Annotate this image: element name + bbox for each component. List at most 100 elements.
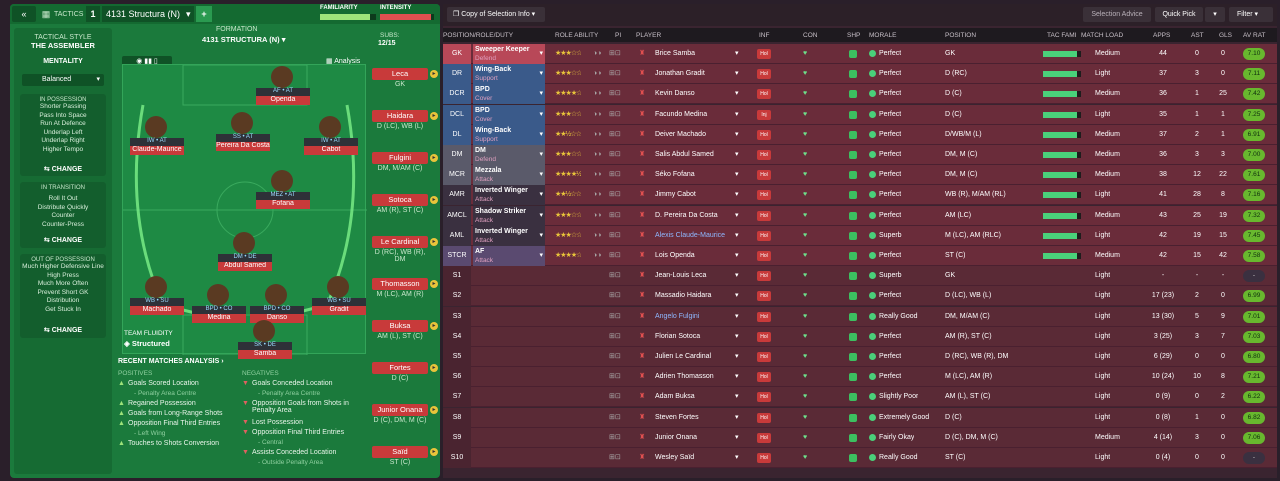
pi-icons[interactable]: ⊞⊡	[609, 353, 621, 360]
table-row[interactable]: DCR BPD Cover ▾ ★★★★☆ ◑◑ ⊞⊡ ♜ Kevin Danso ▾ Hol ♥ Pe…	[443, 84, 1277, 105]
chevron-down-icon[interactable]: ▾	[735, 191, 739, 199]
player-name-cell[interactable]: Brice Samba	[655, 50, 696, 57]
copy-selection-dropdown[interactable]: ❐ Copy of Selection Info ▾	[447, 7, 545, 22]
col-ast[interactable]: AST	[1191, 32, 1204, 39]
chevron-down-icon[interactable]: ▾	[735, 211, 739, 219]
sub-slot[interactable]: Haidara D (LC), WB (L) ▸	[372, 110, 438, 142]
pi-icons[interactable]: ⊞⊡	[609, 393, 621, 401]
table-row[interactable]: DM DM Defend ▾ ★★★☆☆ ◑◑ ⊞⊡ ♜ Salis Abdul Samed ▾ H…	[443, 145, 1277, 165]
sub-slot[interactable]: Junior Onana D (C), DM, M (C) ▸	[372, 404, 438, 436]
col-tac-fami[interactable]: TAC FAMI	[1047, 32, 1077, 39]
sub-arrow-icon[interactable]: ▸	[430, 280, 438, 288]
chevron-down-icon[interactable]: ▾	[735, 312, 739, 320]
role-selector[interactable]: Mezzala Attack ▾	[473, 165, 545, 186]
chevron-down-icon[interactable]: ▾	[735, 90, 739, 98]
player-name-cell[interactable]: Julien Le Cardinal	[655, 353, 712, 360]
col-pi[interactable]: PI	[615, 32, 622, 39]
pi-icons[interactable]: ⊞⊡	[609, 292, 621, 300]
player-name-cell[interactable]: Adrien Thomasson	[655, 373, 714, 381]
col-av-rat[interactable]: AV RAT	[1243, 32, 1266, 39]
sub-arrow-icon[interactable]: ▸	[430, 406, 438, 414]
pi-icons[interactable]: ⊞⊡	[609, 252, 621, 259]
player-name-cell[interactable]: Facundo Medina	[655, 110, 708, 118]
change-in-transition-button[interactable]: ⇆ CHANGE	[43, 237, 83, 244]
pi-icons[interactable]: ⊞⊡	[609, 433, 621, 441]
chevron-down-icon[interactable]: ▾	[735, 272, 739, 280]
chevron-down-icon[interactable]: ▾	[735, 50, 739, 57]
mentality-select[interactable]: Balanced ▾	[22, 74, 104, 86]
pi-icons[interactable]: ⊞⊡	[609, 413, 621, 421]
player-name-cell[interactable]: Steven Fortes	[655, 413, 699, 421]
player-name-cell[interactable]: Alexis Claude-Maurice	[655, 231, 726, 239]
player-name-cell[interactable]: D. Pereira Da Costa	[655, 211, 718, 219]
table-row[interactable]: S4 ⊞⊡ ♜ Florian Sotoca ▾ Hol ♥ Perfect AM (R), S…	[443, 326, 1277, 347]
player-token[interactable]: BPD • CO Danso	[250, 284, 304, 324]
role-selector[interactable]: Inverted Winger Attack ▾	[473, 185, 545, 206]
table-row[interactable]: S8 ⊞⊡ ♜ Steven Fortes ▾ Hol ♥ Extremely Good D (…	[443, 407, 1277, 428]
player-name-cell[interactable]: Lois Openda	[655, 252, 695, 259]
role-selector[interactable]: Inverted Winger Attack ▾	[473, 225, 545, 246]
col-position-role-duty[interactable]: POSITION/ROLE/DUTY	[443, 32, 514, 39]
collapse-button[interactable]: «	[12, 6, 36, 22]
role-selector[interactable]: AF Attack ▾	[473, 246, 545, 266]
chevron-down-icon[interactable]: ▾	[735, 373, 739, 381]
player-token[interactable]: SK • DE Samba	[238, 320, 292, 360]
player-name-cell[interactable]: Séko Fofana	[655, 171, 695, 179]
pi-icons[interactable]: ⊞⊡	[609, 110, 621, 118]
chevron-down-icon[interactable]: ▾	[735, 130, 739, 138]
quick-pick-button[interactable]: Quick Pick	[1155, 7, 1203, 22]
chevron-down-icon[interactable]: ▾	[735, 433, 739, 441]
player-token[interactable]: AF • AT Openda	[256, 66, 310, 106]
tactic-slot[interactable]: 1	[86, 6, 100, 22]
chevron-down-icon[interactable]: ▾	[735, 292, 739, 300]
pi-icons[interactable]: ⊞⊡	[609, 373, 621, 381]
table-row[interactable]: S9 ⊞⊡ ♜ Junior Onana ▾ Hol ♥ Fairly Okay D (C), …	[443, 427, 1277, 448]
col-player[interactable]: PLAYER	[636, 32, 662, 39]
sub-slot[interactable]: Sotoca AM (R), ST (C) ▸	[372, 194, 438, 226]
sub-slot[interactable]: Thomasson M (LC), AM (R) ▸	[372, 278, 438, 310]
add-tactic-button[interactable]: +	[196, 6, 212, 22]
table-row[interactable]: S1 ⊞⊡ ♜ Jean-Louis Leca ▾ Hol ♥ Superb GK Light - -…	[443, 266, 1277, 287]
sub-slot[interactable]: Fortes D (C) ▸	[372, 362, 438, 394]
table-row[interactable]: GK Sweeper Keeper Defend ▾ ★★★☆☆ ◑◑ ⊞⊡ ♜ Brice S…	[443, 44, 1277, 64]
role-selector[interactable]: Wing-Back Support ▾	[473, 124, 545, 145]
table-row[interactable]: S2 ⊞⊡ ♜ Massadio Haidara ▾ Hol ♥ Perfect D (LC),…	[443, 286, 1277, 307]
col-apps[interactable]: APPS	[1153, 32, 1171, 39]
pi-icons[interactable]: ⊞⊡	[609, 454, 621, 461]
quick-pick-dropdown[interactable]: ▾	[1205, 7, 1225, 22]
col-role-ability[interactable]: ROLE ABILITY	[555, 32, 599, 39]
player-name-cell[interactable]: Junior Onana	[655, 433, 698, 441]
player-name-cell[interactable]: Deiver Machado	[655, 130, 706, 138]
pi-icons[interactable]: ⊞⊡	[609, 211, 621, 219]
formation-select[interactable]: 4131 STRUCTURA (N) ▾	[202, 35, 286, 44]
player-token[interactable]: WB • SU Gradit	[312, 276, 366, 316]
recent-title[interactable]: RECENT MATCHES ANALYSIS ›	[118, 358, 224, 365]
sub-arrow-icon[interactable]: ▸	[430, 154, 438, 162]
role-selector[interactable]: BPD Cover ▾	[473, 104, 545, 125]
table-row[interactable]: DL Wing-Back Support ▾ ★★½☆☆ ◑◑ ⊞⊡ ♜ Deiver Mach…	[443, 124, 1277, 145]
sub-arrow-icon[interactable]: ▸	[430, 448, 438, 456]
sub-slot[interactable]: Le Cardinal D (RC), WB (R), DM ▸	[372, 236, 438, 268]
pi-icons[interactable]: ⊞⊡	[609, 50, 621, 57]
pi-icons[interactable]: ⊞⊡	[609, 151, 621, 158]
player-name-cell[interactable]: Jean-Louis Leca	[655, 272, 707, 280]
table-row[interactable]: S5 ⊞⊡ ♜ Julien Le Cardinal ▾ Hol ♥ Perfect D (RC…	[443, 347, 1277, 367]
player-name-cell[interactable]: Jonathan Gradit	[655, 70, 705, 78]
pi-icons[interactable]: ⊞⊡	[609, 171, 621, 179]
pi-icons[interactable]: ⊞⊡	[609, 90, 621, 98]
pi-icons[interactable]: ⊞⊡	[609, 231, 621, 239]
chevron-down-icon[interactable]: ▾	[735, 413, 739, 421]
chevron-down-icon[interactable]: ▾	[735, 332, 739, 340]
player-name-cell[interactable]: Massadio Haidara	[655, 292, 712, 300]
role-selector[interactable]: Shadow Striker Attack ▾	[473, 205, 545, 226]
table-row[interactable]: S3 ⊞⊡ ♜ Angelo Fulgini ▾ Hol ♥ Really Good DM, M…	[443, 306, 1277, 327]
role-selector[interactable]: Wing-Back Support ▾	[473, 64, 545, 85]
tactic-selector[interactable]: 4131 Structura (N) ▾	[102, 6, 194, 22]
player-token[interactable]: SS • AT Pereira Da Costa	[216, 112, 270, 152]
col-shp[interactable]: SHP	[847, 32, 861, 39]
table-row[interactable]: DR Wing-Back Support ▾ ★★★☆☆ ◑◑ ⊞⊡ ♜ Jonathan Gr…	[443, 64, 1277, 85]
chevron-down-icon[interactable]: ▾	[735, 110, 739, 118]
player-name-cell[interactable]: Adam Buksa	[655, 393, 695, 401]
player-token[interactable]: IW • AT Claude-Maurice	[130, 116, 184, 156]
role-selector[interactable]: DM Defend ▾	[473, 145, 545, 165]
